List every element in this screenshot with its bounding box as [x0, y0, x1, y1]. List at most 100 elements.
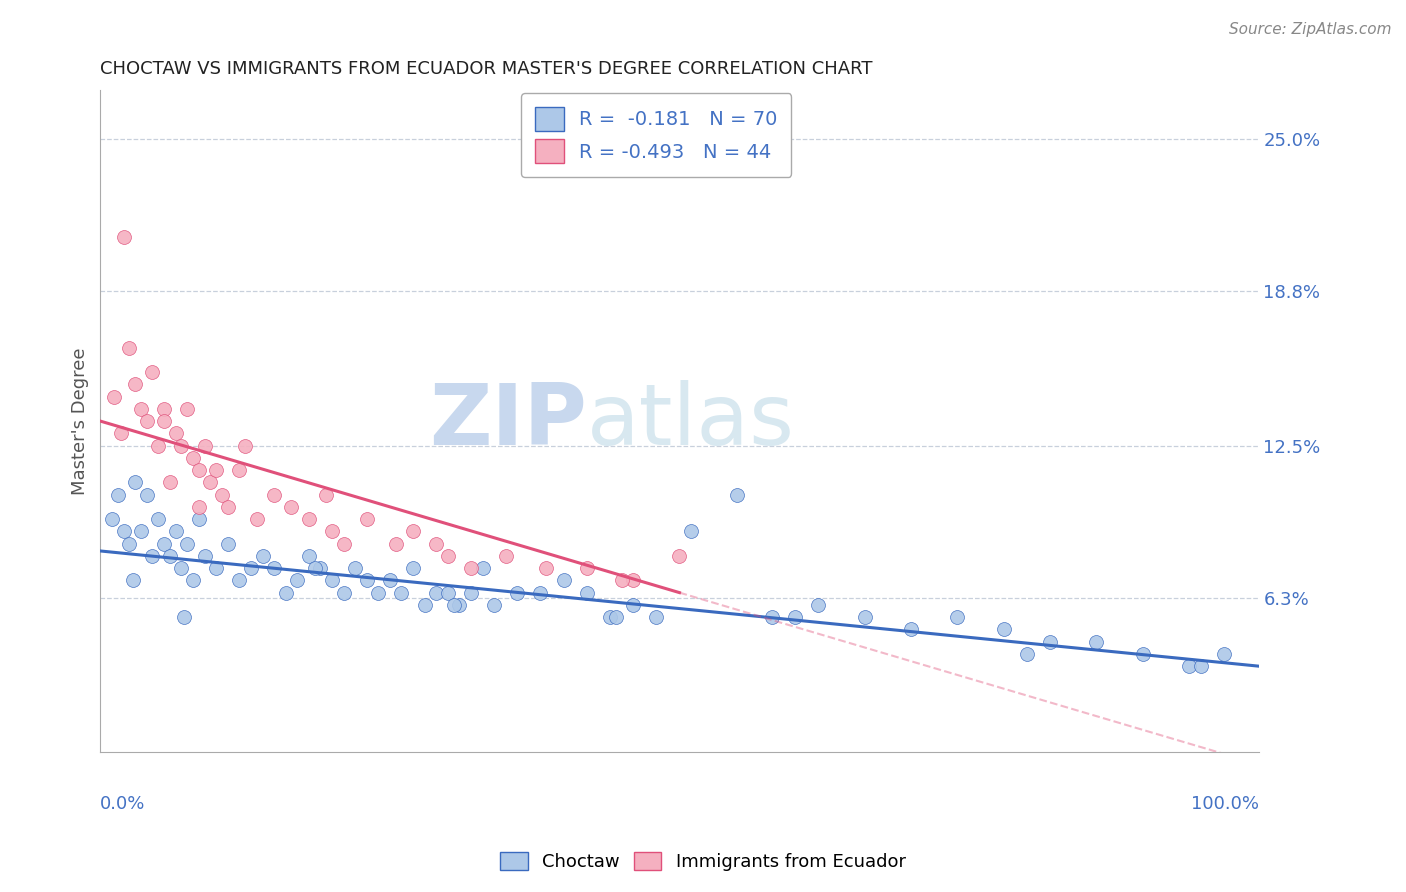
Point	[344, 561, 367, 575]
Point	[761, 610, 783, 624]
Point	[332, 536, 354, 550]
Point	[176, 536, 198, 550]
Point	[239, 561, 262, 575]
Point	[367, 585, 389, 599]
Text: 0.0%: 0.0%	[100, 795, 146, 813]
Legend: Choctaw, Immigrants from Ecuador: Choctaw, Immigrants from Ecuador	[494, 845, 912, 879]
Point	[246, 512, 269, 526]
Point	[321, 574, 343, 588]
Point	[159, 549, 181, 563]
Point	[148, 439, 170, 453]
Point	[118, 536, 141, 550]
Point	[148, 512, 170, 526]
Point	[101, 512, 124, 526]
Point	[217, 536, 239, 550]
Point	[187, 500, 209, 514]
Point	[194, 439, 217, 453]
Point	[228, 463, 250, 477]
Point	[121, 574, 143, 588]
Legend: R =  -0.181   N = 70, R = -0.493   N = 44: R = -0.181 N = 70, R = -0.493 N = 44	[522, 94, 792, 177]
Point	[575, 585, 598, 599]
Point	[449, 598, 471, 612]
Point	[575, 561, 598, 575]
Point	[153, 536, 176, 550]
Point	[170, 439, 193, 453]
Point	[1189, 659, 1212, 673]
Point	[211, 487, 233, 501]
Point	[263, 561, 285, 575]
Point	[621, 598, 644, 612]
Point	[725, 487, 748, 501]
Point	[402, 561, 425, 575]
Point	[153, 401, 176, 416]
Point	[807, 598, 830, 612]
Point	[402, 524, 425, 539]
Point	[681, 524, 703, 539]
Point	[141, 365, 163, 379]
Point	[437, 585, 460, 599]
Point	[900, 623, 922, 637]
Point	[610, 574, 633, 588]
Point	[460, 561, 482, 575]
Point	[356, 574, 378, 588]
Point	[141, 549, 163, 563]
Point	[553, 574, 575, 588]
Point	[200, 475, 222, 490]
Point	[993, 623, 1015, 637]
Point	[425, 536, 447, 550]
Point	[112, 524, 135, 539]
Point	[280, 500, 302, 514]
Point	[110, 426, 132, 441]
Point	[668, 549, 690, 563]
Point	[176, 401, 198, 416]
Point	[112, 230, 135, 244]
Point	[315, 487, 337, 501]
Point	[124, 475, 146, 490]
Point	[129, 401, 152, 416]
Point	[205, 561, 228, 575]
Point	[853, 610, 876, 624]
Point	[173, 610, 195, 624]
Point	[181, 450, 204, 465]
Point	[536, 561, 558, 575]
Point	[181, 574, 204, 588]
Point	[129, 524, 152, 539]
Point	[443, 598, 465, 612]
Point	[153, 414, 176, 428]
Point	[529, 585, 551, 599]
Point	[321, 524, 343, 539]
Point	[187, 463, 209, 477]
Point	[159, 475, 181, 490]
Point	[471, 561, 494, 575]
Point	[252, 549, 274, 563]
Text: Source: ZipAtlas.com: Source: ZipAtlas.com	[1229, 22, 1392, 37]
Point	[460, 585, 482, 599]
Point	[785, 610, 807, 624]
Point	[332, 585, 354, 599]
Point	[356, 512, 378, 526]
Point	[103, 390, 125, 404]
Point	[1039, 634, 1062, 648]
Y-axis label: Master's Degree: Master's Degree	[72, 347, 89, 495]
Point	[495, 549, 517, 563]
Point	[135, 487, 157, 501]
Point	[304, 561, 326, 575]
Point	[1085, 634, 1108, 648]
Point	[107, 487, 129, 501]
Point	[413, 598, 436, 612]
Text: atlas: atlas	[586, 380, 794, 463]
Point	[194, 549, 217, 563]
Point	[425, 585, 447, 599]
Point	[285, 574, 308, 588]
Point	[1178, 659, 1201, 673]
Text: ZIP: ZIP	[429, 380, 586, 463]
Point	[205, 463, 228, 477]
Point	[165, 524, 187, 539]
Point	[309, 561, 332, 575]
Point	[124, 377, 146, 392]
Point	[506, 585, 529, 599]
Point	[187, 512, 209, 526]
Point	[263, 487, 285, 501]
Point	[645, 610, 668, 624]
Point	[946, 610, 969, 624]
